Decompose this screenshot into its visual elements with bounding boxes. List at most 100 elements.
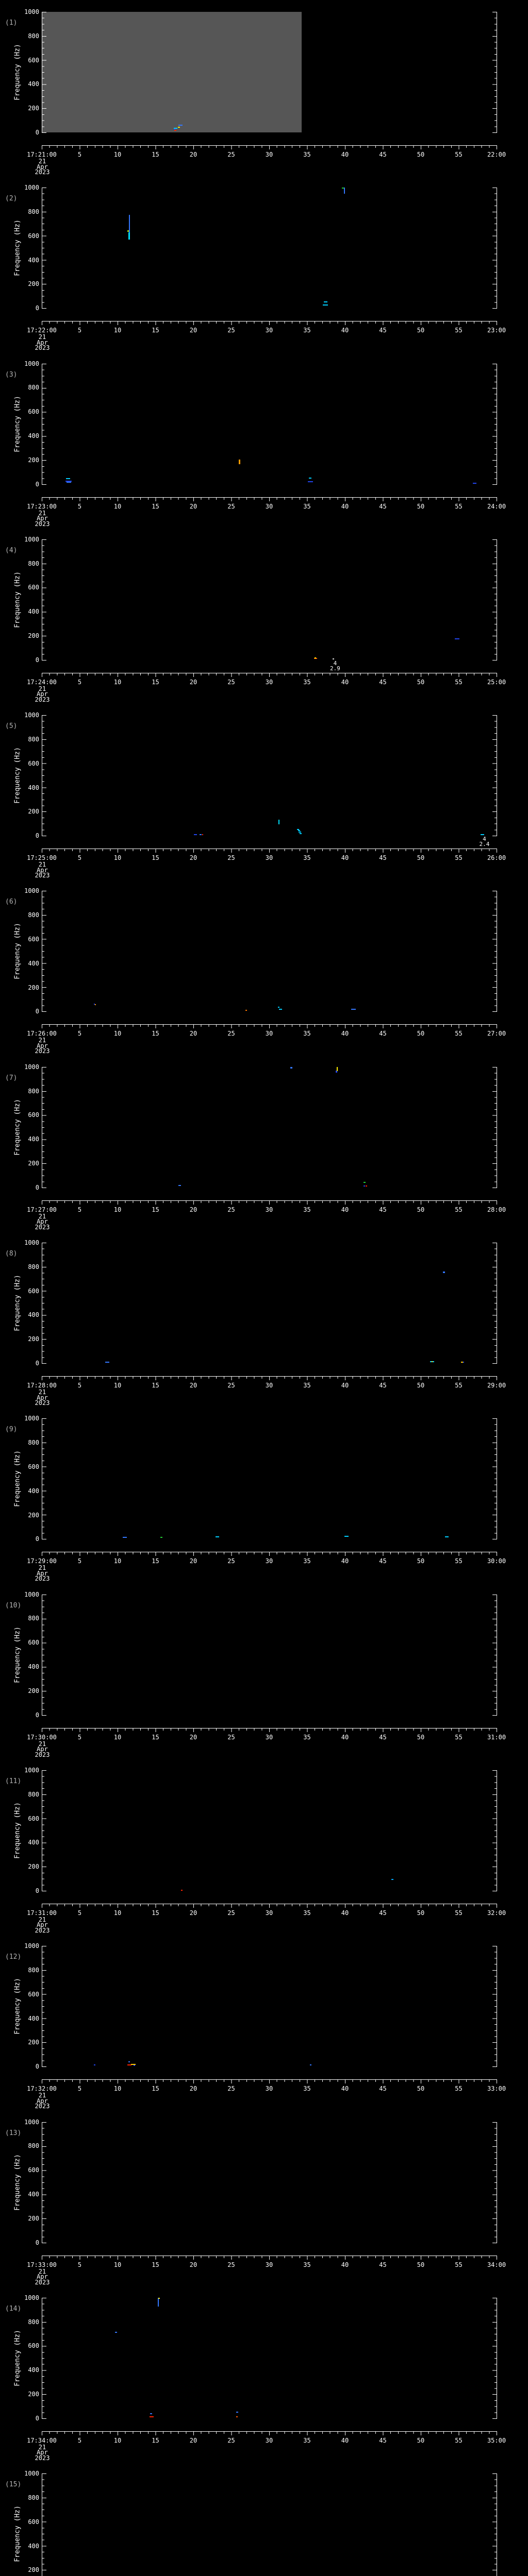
x-tick-label: 45 [379,1030,387,1038]
spectral-feature [315,657,316,659]
y-tick-label: 0 [35,832,39,840]
x-tick-label: 5 [77,2261,82,2268]
x-tick-label: 30 [265,1909,273,1917]
x-tick-label: 30 [265,502,273,510]
x-start-time-label: 17:28:00 [27,1382,57,1389]
x-tick-label: 50 [417,1030,425,1038]
x-tick-label: 45 [379,1909,387,1917]
x-tick-label: 50 [417,151,425,158]
x-tick-label: 35 [303,2436,311,2444]
y-axis-title: Frequency (Hz) [13,1098,22,1156]
y-tick-label: 600 [28,1990,39,1998]
date-label: 2023 [35,1575,50,1583]
x-tick-label: 10 [113,678,122,686]
x-end-time-label: 29:00 [487,1382,506,1389]
x-tick-label: 35 [303,151,311,158]
x-tick-label: 5 [77,1733,82,1741]
x-tick-label: 50 [417,2436,425,2444]
spectral-feature [245,1010,248,1011]
x-tick-label: 30 [265,854,273,862]
spectral-feature [65,481,72,482]
y-axis-major-ticks-left [42,1418,46,1540]
x-tick-label: 15 [152,502,159,510]
x-tick-label: 5 [77,1557,82,1565]
x-tick-label: 10 [113,1733,122,1741]
panel-index-label: (2) [5,195,18,203]
y-tick-label: 1000 [24,1063,39,1071]
x-tick-label: 25 [227,1909,235,1917]
y-tick-label: 400 [28,1311,39,1319]
x-tick-label: 15 [152,327,159,334]
x-tick-label: 50 [417,502,425,510]
x-tick-label: 15 [152,1733,159,1741]
x-tick-label: 45 [379,502,387,510]
x-axis-major-ticks [42,1200,498,1205]
y-tick-label: 0 [35,1887,39,1894]
y-axis-major-ticks-left [42,188,46,309]
y-tick-label: 200 [28,632,39,640]
y-tick-label: 400 [28,2014,39,2022]
y-tick-label: 600 [28,759,39,767]
date-label: 21 [38,1212,46,1220]
y-axis-title: Frequency (Hz) [13,571,22,628]
x-tick-label: 35 [303,2261,311,2268]
spectral-feature [309,2064,312,2066]
x-tick-label: 55 [455,854,463,862]
x-tick-label: 5 [77,678,82,686]
x-tick-label: 15 [152,1206,159,1213]
x-tick-label: 55 [455,2261,463,2268]
x-axis-line [42,2079,497,2080]
y-tick-label: 0 [35,1535,39,1543]
x-axis-major-ticks [42,2080,498,2084]
y-tick-label: 800 [28,1439,39,1447]
spectral-feature [299,832,301,833]
spectral-feature [174,129,176,131]
x-tick-label: 40 [341,1382,349,1389]
spectral-feature [114,2331,117,2333]
x-tick-label: 50 [417,1382,425,1389]
x-end-time-label: 23:00 [487,327,506,334]
y-tick-label: 400 [28,432,39,439]
spectral-feature [180,1890,183,1891]
x-tick-label: 20 [189,2085,197,2093]
y-tick-label: 400 [28,256,39,264]
x-tick-label: 40 [341,502,349,510]
x-start-time-label: 17:30:00 [27,1733,57,1741]
date-label: 2023 [35,1926,50,1934]
spectral-feature [177,127,180,128]
x-tick-label: 10 [113,1382,122,1389]
y-tick-label: 600 [28,2166,39,2174]
y-tick-label: 800 [28,2494,39,2501]
x-tick-label: 55 [455,1206,463,1213]
y-tick-label: 1000 [24,360,39,367]
x-tick-label: 30 [265,2261,273,2268]
x-tick-label: 55 [455,2436,463,2444]
x-tick-label: 45 [379,1382,387,1389]
spectral-feature [279,1008,282,1010]
y-tick-label: 600 [28,1639,39,1647]
x-tick-label: 25 [227,502,235,510]
spectral-feature [66,481,71,483]
y-tick-label: 1000 [24,535,39,543]
date-label: Apr [37,2097,48,2105]
y-tick-label: 1000 [24,1239,39,1247]
date-label: Apr [37,866,48,874]
spectral-feature [299,833,302,834]
x-tick-label: 5 [77,327,82,334]
spectral-feature [364,1182,366,1183]
x-tick-label: 25 [227,1206,235,1213]
spectral-feature [128,232,130,240]
y-tick-label: 0 [35,1183,39,1191]
y-tick-label: 400 [28,1839,39,1846]
spectral-feature [333,658,335,660]
x-tick-label: 20 [189,1909,197,1917]
spectral-feature [178,1185,182,1187]
y-tick-label: 0 [35,1008,39,1015]
y-tick-label: 200 [28,2566,39,2574]
spectrogram-panel-14: (14) Frequency (Hz) 1000 800 600 400 200 0 17:34… [0,2285,528,2462]
spectral-feature [158,2297,160,2299]
x-tick-label: 10 [113,2261,122,2268]
date-label: 21 [38,861,46,869]
spectral-feature [391,1879,394,1880]
x-tick-label: 45 [379,1733,387,1741]
